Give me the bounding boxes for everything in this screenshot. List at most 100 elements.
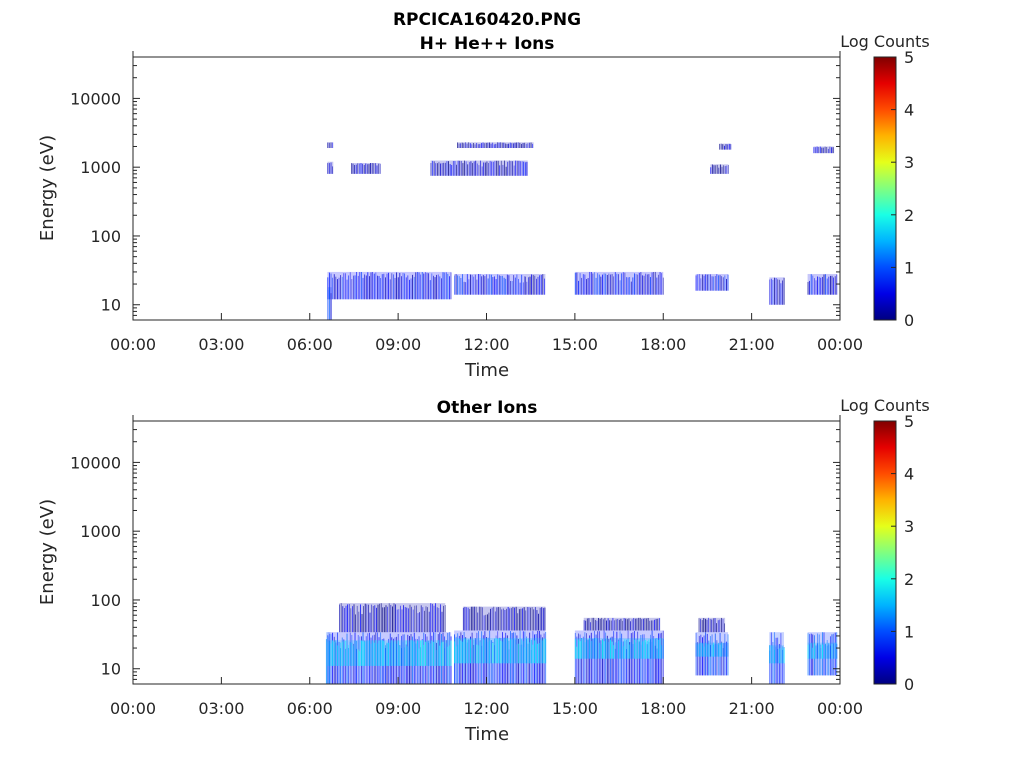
spectrogram-stroke — [782, 280, 783, 305]
spectrogram-stroke — [362, 163, 363, 174]
spectrogram-stroke — [348, 604, 350, 633]
spectrogram-stroke — [606, 620, 607, 631]
spectrogram-stroke — [377, 643, 378, 666]
spectrogram-stroke — [501, 609, 503, 631]
spectrogram-stroke — [517, 142, 519, 149]
spectrogram-stroke — [531, 607, 533, 631]
spectrogram-stroke — [710, 167, 712, 174]
spectrogram-stroke — [595, 277, 597, 295]
spectrogram-stroke — [386, 642, 388, 666]
spectrogram-stroke — [701, 620, 703, 633]
spectrogram-stroke — [476, 644, 478, 664]
spectrogram-stroke — [538, 642, 540, 664]
spectrogram-stroke — [513, 143, 514, 149]
colorbar-tick-label: 0 — [904, 675, 914, 694]
spectrogram-stroke — [386, 273, 388, 300]
spectrogram-stroke — [345, 605, 347, 633]
spectrogram-stroke — [425, 641, 426, 666]
spectrogram-stroke — [534, 275, 536, 295]
spectrogram-stroke — [373, 273, 375, 300]
colorbar-tick-label: 2 — [904, 206, 914, 225]
spectrogram-stroke — [638, 272, 640, 295]
spectrogram-stroke — [631, 619, 633, 631]
spectrogram-stroke — [367, 272, 369, 300]
other-ions-panel: Other Ions Time Energy (eV) Log Counts 1… — [37, 396, 930, 745]
spectrogram-stroke — [495, 279, 497, 295]
spectrogram-stroke — [401, 609, 403, 633]
spectrogram-stroke — [476, 163, 478, 176]
spectrogram-stroke — [480, 160, 481, 176]
spectrogram-stroke — [603, 641, 605, 659]
spectrogram-stroke — [518, 609, 520, 631]
spectrogram-stroke — [626, 277, 627, 295]
spectrogram-stroke — [583, 620, 585, 631]
spectrogram-stroke — [600, 644, 602, 659]
spectrogram-stroke — [640, 644, 642, 659]
spectrogram-stroke — [818, 276, 820, 295]
spectrogram-stroke — [610, 274, 611, 295]
spectrogram-stroke — [539, 275, 540, 295]
spectrogram-stroke — [510, 280, 511, 295]
spectrogram-stroke — [474, 144, 476, 149]
spectrogram-stroke — [339, 604, 341, 633]
spectrogram-stroke — [454, 160, 456, 176]
spectrogram-stroke — [532, 644, 534, 664]
spectrogram-stroke — [611, 274, 613, 295]
spectrogram-stroke — [470, 639, 471, 664]
spectrogram-stroke — [723, 165, 724, 174]
spectrogram-stroke — [325, 639, 327, 684]
spectrogram-stroke — [659, 272, 661, 295]
spectrogram-stroke — [527, 643, 529, 684]
spectrogram-stroke — [391, 273, 393, 300]
spectrogram-stroke — [710, 645, 711, 657]
spectrogram-stroke — [726, 165, 728, 174]
spectrogram-stroke — [825, 643, 826, 659]
spectrogram-stroke — [472, 163, 473, 176]
spectrogram-stroke — [586, 618, 588, 631]
spectrogram-stroke — [624, 639, 626, 659]
spectrogram-stroke — [505, 278, 507, 295]
spectrogram-stroke — [628, 618, 630, 631]
spectrogram-stroke — [473, 639, 475, 664]
spectrogram-stroke — [351, 642, 353, 666]
spectrogram-stroke — [616, 642, 618, 659]
spectrogram-stroke — [581, 277, 583, 295]
spectrogram-stroke — [722, 618, 724, 633]
spectrogram-stroke — [486, 638, 487, 664]
spectrogram-stroke — [714, 618, 716, 633]
spectrogram-stroke — [541, 607, 543, 631]
spectrogram-stroke — [778, 279, 780, 305]
spectrogram-stroke — [629, 642, 631, 684]
spectrogram-stroke — [630, 281, 632, 295]
spectrogram-stroke — [607, 618, 609, 631]
spectrogram-stroke — [389, 642, 391, 666]
spectrogram-stroke — [484, 276, 486, 295]
spectrogram-stroke — [417, 272, 418, 300]
spectrogram-stroke — [719, 164, 721, 174]
spectrogram-stroke — [411, 606, 413, 633]
spectrogram-stroke — [654, 638, 656, 659]
spectrogram-stroke — [722, 643, 724, 657]
spectrogram-stroke — [498, 275, 500, 295]
spectrogram-stroke — [415, 272, 417, 300]
spectrogram-stroke — [494, 645, 495, 684]
spectrogram-stroke — [579, 273, 581, 295]
spectrogram-stroke — [721, 276, 723, 291]
spectrogram-stroke — [605, 273, 607, 295]
spectrogram-stroke — [826, 147, 828, 154]
spectrogram-stroke — [700, 618, 701, 633]
spectrogram-stroke — [703, 275, 705, 291]
spectrogram-stroke — [643, 275, 645, 295]
spectrogram-stroke — [372, 271, 374, 300]
spectrogram-stroke — [442, 641, 444, 666]
spectrogram-stroke — [330, 162, 332, 174]
spectrogram-stroke — [480, 606, 482, 631]
spectrogram-stroke — [475, 606, 477, 631]
spectrogram-stroke — [626, 649, 627, 684]
spectrogram-stroke — [640, 272, 642, 295]
spectrogram-stroke — [416, 605, 417, 633]
spectrogram-stroke — [518, 279, 519, 295]
spectrogram-stroke — [396, 643, 398, 666]
spectrogram-stroke — [621, 641, 623, 659]
spectrogram-stroke — [821, 147, 823, 154]
